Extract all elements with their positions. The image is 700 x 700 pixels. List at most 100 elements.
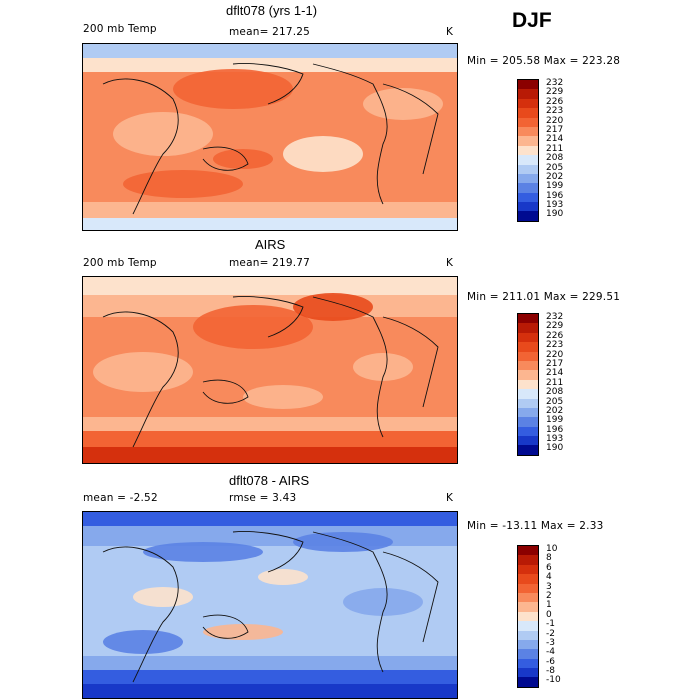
contour-region: [363, 88, 443, 120]
colorbar-swatch: [518, 668, 538, 678]
colorbar-swatch: [518, 164, 538, 174]
coastline: [102, 546, 179, 683]
contour-band: [83, 447, 457, 463]
colorbar-swatch: [518, 314, 538, 324]
colorbar-tick-label: 226: [546, 330, 564, 341]
panel1-title: dflt078 (yrs 1-1): [226, 3, 318, 18]
colorbar-tick-label: 196: [546, 424, 564, 435]
colorbar-swatch: [518, 407, 538, 418]
panel1-units: K: [446, 26, 454, 38]
contour-field: [83, 277, 457, 463]
colorbar-tick-label: 223: [546, 340, 564, 351]
contour-region: [258, 569, 308, 585]
panel1-mean: mean= 217.25: [229, 26, 311, 38]
colorbar-swatch: [518, 332, 538, 343]
coastline: [232, 63, 304, 105]
contour-region: [123, 170, 243, 198]
contour-region: [133, 587, 193, 607]
colorbar-swatch: [518, 602, 538, 612]
contour-region: [203, 624, 283, 640]
contour-region: [193, 305, 313, 349]
contour-region: [343, 588, 423, 616]
contour-band: [83, 58, 457, 72]
contour-band: [83, 417, 457, 431]
contour-region: [213, 149, 273, 169]
colorbar-tick-label: 229: [546, 321, 564, 332]
colorbar-tick-label: 199: [546, 415, 564, 426]
coastline: [232, 531, 304, 573]
colorbar-tick-label: 217: [546, 358, 564, 369]
colorbar-tick-label: -4: [546, 647, 555, 658]
panel2-variable: 200 mb Temp: [83, 257, 157, 269]
coastline: [102, 311, 179, 448]
colorbar-swatch: [518, 417, 538, 427]
colorbar-swatch: [518, 117, 538, 127]
contour-band: [83, 526, 457, 546]
colorbar-tick-label: -1: [546, 619, 555, 630]
contour-band: [83, 431, 457, 447]
colorbar-swatch: [518, 202, 538, 212]
colorbar-tick-label: 6: [546, 562, 552, 573]
contour-band: [83, 512, 457, 526]
colorbar-tick-label: 217: [546, 124, 564, 135]
colorbar-tick-label: 208: [546, 153, 564, 164]
panel3-title: dflt078 - AIRS: [229, 473, 310, 488]
coastline: [202, 379, 249, 404]
colorbar-tick-label: 214: [546, 368, 564, 379]
contour-region: [103, 630, 183, 654]
panel1-colorbar: [517, 79, 539, 222]
panel3-range: Min = -13.11 Max = 2.33: [467, 520, 604, 532]
colorbar-swatch: [518, 426, 538, 437]
colorbar-tick-label: 3: [546, 581, 552, 592]
panel1-variable: 200 mb Temp: [83, 23, 157, 35]
colorbar-swatch: [518, 351, 538, 361]
colorbar-tick-label: 190: [546, 443, 564, 454]
panel2-colorbar: [517, 313, 539, 456]
colorbar-tick-label: 211: [546, 143, 564, 154]
coastline: [312, 296, 388, 438]
colorbar-tick-label: 0: [546, 609, 552, 620]
colorbar-tick-label: 220: [546, 115, 564, 126]
colorbar-swatch: [518, 211, 538, 221]
panel2-mean: mean= 219.77: [229, 257, 311, 269]
panel3-units: K: [446, 492, 454, 504]
colorbar-tick-label: 220: [546, 349, 564, 360]
contour-field: [83, 512, 457, 698]
panel1-map: [82, 43, 458, 231]
coastline: [382, 551, 439, 643]
colorbar-tick-label: 1: [546, 600, 552, 611]
colorbar-tick-label: -3: [546, 637, 555, 648]
coastline: [312, 531, 388, 673]
colorbar-swatch: [518, 649, 538, 659]
coastline: [102, 78, 179, 215]
contour-band: [83, 218, 457, 230]
panel3-map: [82, 511, 458, 699]
colorbar-swatch: [518, 555, 538, 565]
colorbar-tick-label: -2: [546, 628, 555, 639]
colorbar-swatch: [518, 173, 538, 184]
colorbar-tick-label: 199: [546, 181, 564, 192]
colorbar-tick-label: -6: [546, 656, 555, 667]
colorbar-tick-label: 193: [546, 200, 564, 211]
colorbar-tick-label: 232: [546, 312, 564, 322]
colorbar-tick-label: 232: [546, 78, 564, 88]
contour-region: [283, 136, 363, 172]
coastline: [202, 146, 249, 171]
panel1-range: Min = 205.58 Max = 223.28: [467, 55, 621, 67]
colorbar-tick-label: 202: [546, 405, 564, 416]
colorbar-swatch: [518, 445, 538, 455]
colorbar-swatch: [518, 183, 538, 193]
panel3-colorbar-labels: 10 8 6 4 3 2 1 0 -1 -2 -3 -4 -6 -8 -10: [546, 544, 561, 686]
panel2-colorbar-labels: 232 229 226 223 220 217 214 211 208 205 202 199 196 1…: [546, 312, 564, 454]
colorbar-tick-label: 208: [546, 387, 564, 398]
colorbar-swatch: [518, 611, 538, 622]
colorbar-swatch: [518, 126, 538, 137]
colorbar-swatch: [518, 145, 538, 156]
colorbar-swatch: [518, 677, 538, 687]
panel3-mean: mean = -2.52: [83, 492, 158, 504]
colorbar-swatch: [518, 564, 538, 575]
coastline: [202, 614, 249, 639]
colorbar-swatch: [518, 192, 538, 203]
contour-band: [83, 44, 457, 58]
colorbar-tick-label: 223: [546, 106, 564, 117]
